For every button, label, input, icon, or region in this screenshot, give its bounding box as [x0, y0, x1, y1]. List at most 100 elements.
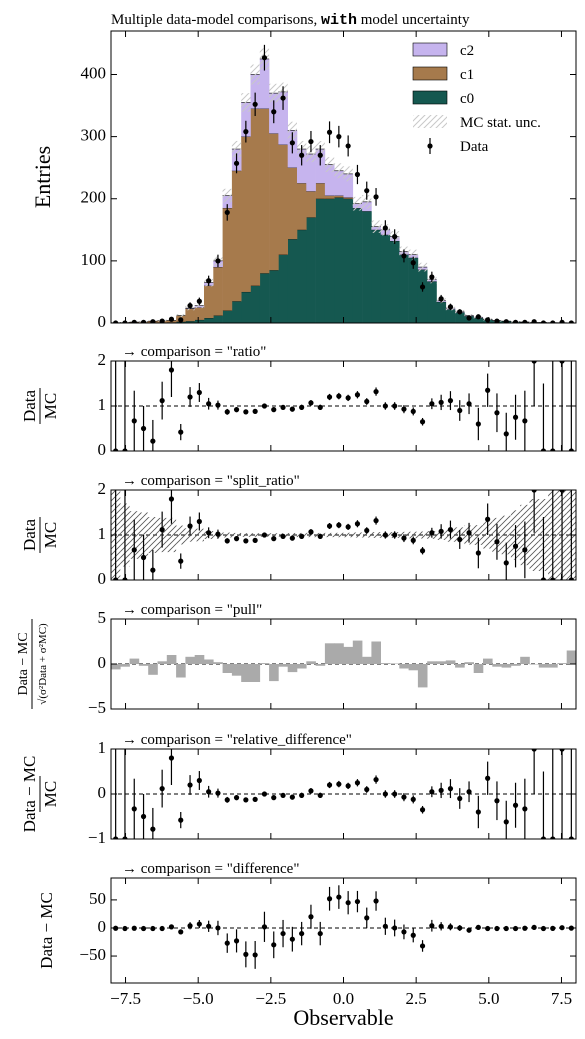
histogram-bar — [204, 318, 214, 323]
uncertainty-band — [408, 249, 418, 260]
uncertainty-band — [222, 188, 232, 203]
data-point — [336, 781, 342, 787]
data-point — [131, 319, 137, 323]
uncertainty-band — [231, 532, 242, 538]
data-point — [243, 538, 249, 544]
y-tick-label: 0 — [98, 569, 107, 588]
data-point — [317, 404, 323, 410]
bar — [204, 659, 214, 664]
x-tick-label: −5.0 — [183, 989, 214, 1008]
data-point — [150, 925, 156, 932]
uncertainty-band — [343, 166, 353, 182]
histogram-bar — [269, 133, 279, 271]
data-point — [178, 429, 184, 435]
data-point — [140, 425, 147, 432]
data-point — [419, 548, 426, 554]
data-point — [550, 448, 556, 451]
data-point — [280, 533, 286, 539]
bar — [380, 663, 391, 664]
histogram-bar — [278, 254, 288, 323]
data-point — [373, 194, 379, 200]
uncertainty-band — [473, 525, 483, 545]
uncertainty-band — [287, 121, 297, 140]
data-point — [317, 930, 323, 937]
bar — [343, 646, 354, 664]
data-point — [419, 943, 426, 949]
data-point — [457, 309, 463, 315]
histogram-bar — [343, 198, 354, 323]
data-point — [475, 924, 481, 931]
data-point — [271, 109, 277, 115]
data-point — [568, 577, 574, 580]
bar — [231, 664, 242, 676]
data-point — [215, 925, 221, 931]
chart-title: Multiple data-model comparisons, with mo… — [111, 12, 470, 29]
data-point — [159, 925, 165, 932]
bar — [194, 655, 205, 664]
data-point — [466, 401, 472, 407]
data-point — [243, 797, 249, 803]
y-axis-label: Data − MC MC — [20, 756, 60, 833]
uncertainty-band — [343, 532, 353, 538]
histogram-bar — [306, 191, 316, 218]
data-point — [559, 319, 565, 323]
data-point — [196, 921, 202, 927]
data-point — [410, 932, 416, 938]
uncertainty-band — [334, 163, 344, 179]
histogram-bar — [241, 291, 251, 323]
data-point — [289, 535, 295, 541]
y-label-denominator: √(σ²Data + σ²MC) — [37, 623, 49, 705]
bar — [129, 658, 140, 664]
data-point — [438, 787, 444, 794]
data-point — [187, 782, 193, 788]
uncertainty-band — [417, 531, 428, 539]
histogram-bar — [427, 281, 437, 323]
y-label-numerator: Data — [20, 390, 39, 423]
bar — [417, 664, 428, 688]
data-point — [522, 925, 528, 931]
bar — [250, 664, 261, 682]
histogram-bar — [324, 195, 335, 199]
data-point — [559, 490, 565, 493]
data-point — [382, 225, 388, 231]
data-point — [466, 789, 472, 795]
uncertainty-band — [417, 262, 428, 272]
bar — [166, 655, 177, 664]
data-point — [159, 786, 165, 792]
data-point — [447, 786, 454, 792]
histogram-bar — [231, 170, 242, 302]
data-point — [531, 749, 537, 752]
data-point — [243, 951, 249, 957]
data-point — [280, 930, 286, 937]
data-point — [392, 925, 398, 931]
plot-area — [111, 749, 576, 839]
data-point — [345, 900, 351, 906]
x-tick-label: 5.0 — [478, 989, 499, 1008]
uncertainty-band — [501, 515, 511, 555]
data-point — [326, 523, 333, 529]
data-point — [485, 925, 491, 932]
data-point — [475, 314, 481, 320]
histogram-bar — [194, 319, 205, 323]
histogram-bar — [250, 108, 261, 286]
x-tick-label: −2.5 — [255, 989, 286, 1008]
bar — [520, 656, 530, 664]
data-point — [568, 836, 574, 839]
bar — [120, 664, 130, 667]
data-point — [122, 836, 128, 839]
histogram-bar — [297, 183, 307, 230]
data-point — [261, 403, 268, 409]
data-point — [233, 536, 240, 542]
data-point — [559, 361, 565, 364]
data-point — [475, 550, 481, 556]
data-point — [429, 530, 435, 536]
x-tick-label: 7.5 — [551, 989, 572, 1008]
data-point — [233, 938, 240, 944]
uncertainty-band — [194, 528, 204, 542]
plot-area — [111, 640, 576, 688]
data-point — [512, 543, 519, 549]
uncertainty-band — [194, 303, 204, 309]
data-point — [568, 320, 574, 323]
histogram-bar — [352, 208, 363, 323]
